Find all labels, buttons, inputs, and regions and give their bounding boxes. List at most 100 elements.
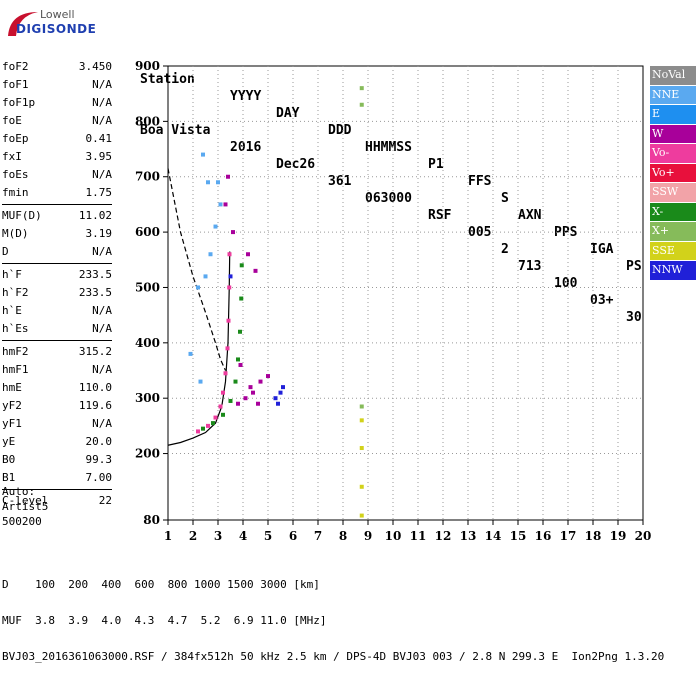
x-tick-label: 9 xyxy=(364,529,372,543)
param-value: 110.0 xyxy=(78,381,112,394)
bottom-info: D 100 200 400 600 800 1000 1500 3000 [km… xyxy=(2,555,664,675)
plot-frame xyxy=(167,65,644,521)
param-label: h`E xyxy=(2,304,22,317)
echo-point xyxy=(213,415,218,420)
param-row: MUF(D) 11.02 xyxy=(2,207,112,225)
param-value: 233.5 xyxy=(78,286,112,299)
header-label-ddd: DDD xyxy=(328,123,352,138)
echo-point xyxy=(266,374,270,379)
param-row: foEs N/A xyxy=(2,166,112,184)
header-label-axn: AXN xyxy=(518,208,542,223)
param-label: foE xyxy=(2,114,22,127)
muf-dashed-curve xyxy=(167,168,227,371)
ionogram-header: Station YYYY DAY DDD HHMMSS P1 FFS S AXN… xyxy=(140,20,650,325)
header-label-ps: PS xyxy=(626,259,642,274)
param-label: MUF(D) xyxy=(2,209,42,222)
echo-point xyxy=(248,385,253,390)
echo-point xyxy=(273,396,278,401)
file-footer: BVJ03_2016361063000.RSF / 384fx512h 50 k… xyxy=(2,650,665,663)
param-value: 7.00 xyxy=(85,471,113,484)
header-value-ffs: 005 xyxy=(468,225,492,240)
header-label-yyyy: YYYY xyxy=(230,89,262,104)
param-label: foEp xyxy=(2,132,29,145)
y-tick-label: 700 xyxy=(135,170,160,184)
param-row: D N/A xyxy=(2,243,112,261)
param-value: 3.19 xyxy=(85,227,113,240)
y-tick-label: 500 xyxy=(135,280,160,294)
param-value: 99.3 xyxy=(85,453,113,466)
y-tick-label: 800 xyxy=(135,114,160,128)
echo-point xyxy=(228,274,233,279)
header-label-day: DAY xyxy=(276,106,300,121)
param-value: 3.450 xyxy=(78,60,112,73)
param-row: yE 20.0 xyxy=(2,433,112,451)
param-value: N/A xyxy=(92,417,112,430)
param-label: yF1 xyxy=(2,417,22,430)
y-tick-label: 300 xyxy=(135,391,160,405)
echo-point xyxy=(206,423,210,428)
param-value: N/A xyxy=(92,168,112,181)
echo-point xyxy=(227,285,232,290)
echo-point xyxy=(226,174,230,179)
echo-point xyxy=(239,296,244,301)
echo-point xyxy=(188,351,193,356)
header-label-station: Station xyxy=(140,72,195,87)
param-label: foEs xyxy=(2,168,29,181)
echo-point xyxy=(196,429,200,434)
auto-program: Artist5 xyxy=(2,500,49,513)
param-label: h`F xyxy=(2,268,22,281)
param-row: hmF2 315.2 xyxy=(2,343,112,361)
x-tick-label: 20 xyxy=(635,529,652,543)
header-value-ps: 30 xyxy=(626,310,642,325)
param-row: C-level 22 xyxy=(2,492,112,510)
param-label: B1 xyxy=(2,471,16,484)
auto-label: Auto: xyxy=(2,485,36,498)
auto-code: 500200 xyxy=(2,515,42,528)
distance-row: D 100 200 400 600 800 1000 1500 3000 [km… xyxy=(2,578,320,591)
x-tick-label: 17 xyxy=(560,529,577,543)
param-label: D xyxy=(2,245,9,258)
echo-point xyxy=(221,412,225,417)
legend-entry: NoVal xyxy=(650,66,696,85)
header-label-iga: IGA xyxy=(590,242,614,257)
autoscaling-info: Auto: Artist5 500200 xyxy=(2,484,48,529)
param-row: B1 7.00 xyxy=(2,469,112,487)
x-tick-label: 12 xyxy=(435,529,452,543)
echo-point xyxy=(233,379,238,384)
param-label: fxI xyxy=(2,150,22,163)
param-value: 11.02 xyxy=(78,209,112,222)
param-row: M(D) 3.19 xyxy=(2,225,112,243)
header-label-hhmmss: HHMMSS xyxy=(365,140,412,155)
x-tick-label: 1 xyxy=(164,529,172,543)
echo-point xyxy=(359,102,364,107)
param-label: h`Es xyxy=(2,322,29,335)
param-row: h`F 233.5 xyxy=(2,266,112,284)
echo-point xyxy=(218,404,223,409)
echo-point xyxy=(231,230,235,235)
echo-point xyxy=(228,398,233,403)
param-row: fmin 1.75 xyxy=(2,184,112,202)
param-separator xyxy=(2,204,112,205)
echo-point xyxy=(208,252,213,257)
echo-point xyxy=(239,263,244,268)
header-value-ddd: 361 xyxy=(328,174,352,189)
header-value-day: Dec26 xyxy=(276,157,316,172)
param-separator xyxy=(2,340,112,341)
header-value-p1: RSF xyxy=(428,208,452,223)
param-label: yE xyxy=(2,435,16,448)
param-separator xyxy=(2,263,112,264)
param-label: yF2 xyxy=(2,399,22,412)
param-value: 119.6 xyxy=(78,399,112,412)
x-tick-label: 14 xyxy=(485,529,502,543)
header-value-iga: 03+ xyxy=(590,293,614,308)
echo-point xyxy=(227,252,232,257)
param-value: 3.95 xyxy=(85,150,113,163)
legend-entry: NNE xyxy=(650,85,696,104)
param-row: hmE 110.0 xyxy=(2,379,112,397)
param-row: h`F2 233.5 xyxy=(2,284,112,302)
y-tick-label: 900 xyxy=(135,59,160,73)
param-value: N/A xyxy=(92,96,112,109)
param-label: h`F2 xyxy=(2,286,29,299)
x-tick-label: 2 xyxy=(189,529,197,543)
param-value: N/A xyxy=(92,304,112,317)
